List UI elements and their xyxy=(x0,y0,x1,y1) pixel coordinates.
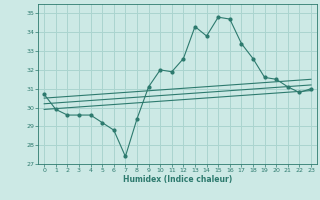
X-axis label: Humidex (Indice chaleur): Humidex (Indice chaleur) xyxy=(123,175,232,184)
